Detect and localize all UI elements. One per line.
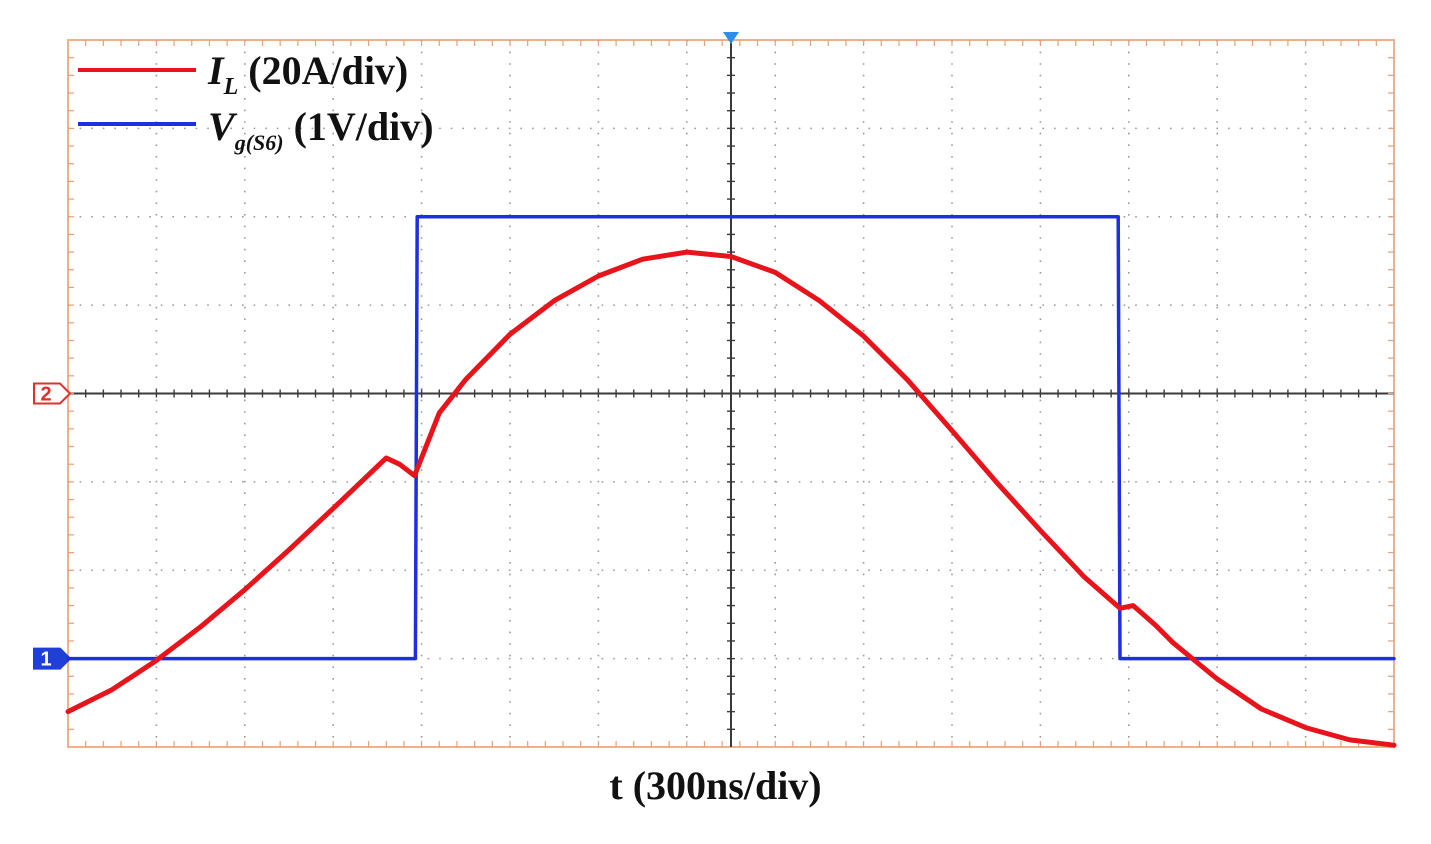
oscilloscope-plot: 12 IL (20A/div) Vg(S6) (1V/div) xyxy=(0,0,1431,760)
legend-label-il: IL (20A/div) xyxy=(207,48,408,100)
plot-background xyxy=(0,0,1431,760)
channel-2-marker-label: 2 xyxy=(40,384,51,406)
channel-markers: 12 xyxy=(33,32,739,671)
trigger-marker xyxy=(723,32,739,44)
center-axes xyxy=(68,40,1394,747)
trace-vg xyxy=(66,215,1396,661)
legend-label-vg: Vg(S6) (1V/div) xyxy=(208,104,434,155)
trace-il xyxy=(65,249,1397,748)
legend: IL (20A/div) Vg(S6) (1V/div) xyxy=(78,48,434,155)
x-axis-title: t (300ns/div) xyxy=(609,763,822,808)
traces xyxy=(65,215,1397,748)
channel-1-marker xyxy=(33,647,72,670)
channel-2-marker xyxy=(33,382,72,405)
channel-1-marker-label: 1 xyxy=(40,649,51,671)
